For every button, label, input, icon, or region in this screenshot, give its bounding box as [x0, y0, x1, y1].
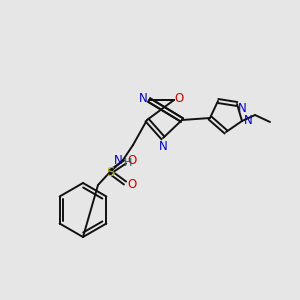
Text: O: O: [174, 92, 184, 106]
Text: S: S: [106, 166, 114, 178]
Text: N: N: [159, 140, 167, 152]
Text: O: O: [128, 154, 136, 167]
Text: N: N: [238, 103, 246, 116]
Text: O: O: [128, 178, 136, 190]
Text: N: N: [139, 92, 147, 104]
Text: H: H: [124, 158, 132, 168]
Text: N: N: [244, 113, 252, 127]
Text: N: N: [114, 154, 122, 167]
